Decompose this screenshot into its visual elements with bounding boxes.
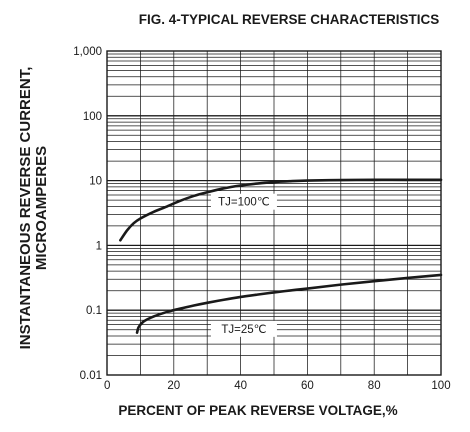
x-axis-label: PERCENT OF PEAK REVERSE VOLTAGE,%: [118, 403, 397, 418]
annotation-background: [210, 320, 277, 337]
y-tick-label: 1: [96, 240, 102, 252]
series-line-0: [119, 178, 443, 242]
y-tick-label: 1,000: [73, 46, 102, 58]
x-tick-label: 80: [368, 380, 381, 392]
x-tick-labels: 0 20 40 60 80 100: [104, 380, 451, 392]
series-annotation-0: TJ=100℃: [218, 197, 270, 209]
x-tick-label: 40: [234, 380, 247, 392]
x-tick-label: 20: [167, 380, 180, 392]
y-tick-label: 0.01: [80, 370, 102, 382]
plot-frame: [106, 50, 442, 376]
x-tick-label: 100: [431, 380, 450, 392]
annotation-background: [210, 193, 277, 210]
chart-title: FIG. 4-TYPICAL REVERSE CHARACTERISTICS: [139, 12, 440, 27]
y-axis-label-line1: INSTANTANEOUS REVERSE CURRENT,: [17, 67, 34, 350]
y-tick-label: 10: [89, 176, 102, 188]
y-tick-label: 100: [83, 111, 102, 123]
y-tick-label: 0.1: [86, 305, 102, 317]
series-annotation-1: TJ=25℃: [221, 324, 266, 336]
series-group: [119, 178, 443, 334]
x-tick-label: 60: [301, 380, 314, 392]
annotations: TJ=100℃ TJ=25℃: [210, 193, 277, 337]
y-tick-labels: 1,000 100 10 1 0.1 0.01: [73, 46, 102, 382]
x-tick-label: 0: [104, 380, 110, 392]
y-axis-label-line2: MICROAMPERES: [33, 146, 50, 270]
y-axis-label: INSTANTANEOUS REVERSE CURRENT, MICROAMPE…: [17, 67, 50, 350]
series-line-1: [135, 273, 443, 334]
